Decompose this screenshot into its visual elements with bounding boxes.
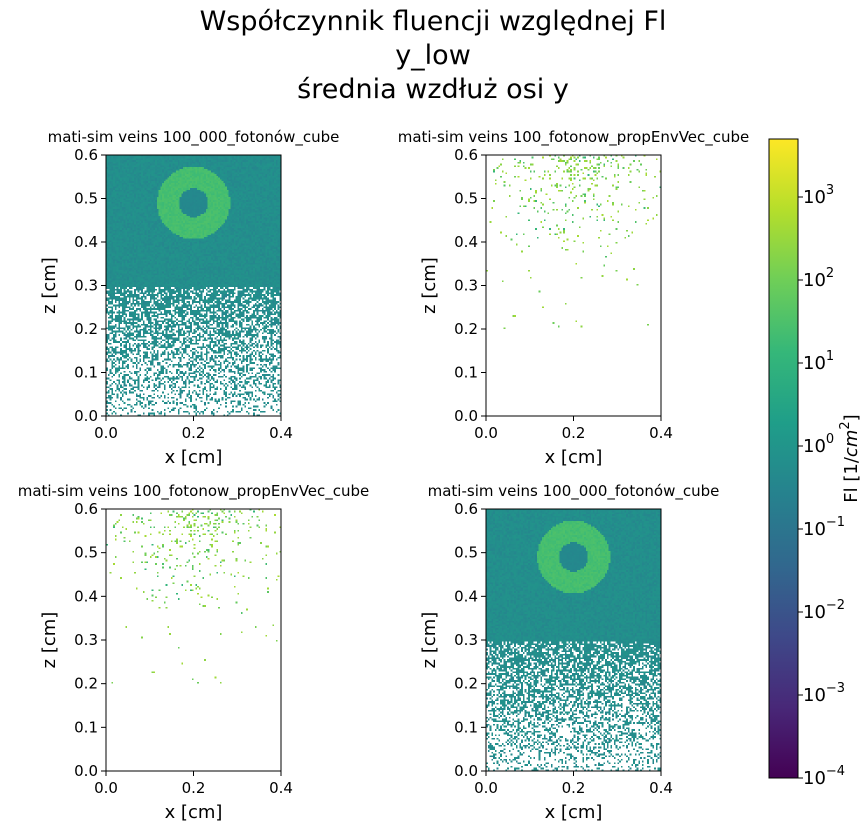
colorbar-label: Fl [1/cm2] [838, 414, 862, 502]
subplot-title: mati-sim veins 100_fotonow_propEnvVec_cu… [18, 482, 370, 501]
y-tick-label: 0.3 [454, 277, 478, 295]
y-tick-label: 0.3 [74, 631, 98, 649]
y-tick-label: 0.4 [74, 233, 98, 251]
colorbar-gradient [768, 138, 799, 779]
x-tick-label: 0.2 [182, 424, 206, 442]
y-tick-label: 0.6 [454, 146, 478, 164]
y-tick-label: 0.5 [74, 544, 98, 562]
y-tick-label: 0.2 [74, 675, 98, 693]
x-tick-label: 0.2 [182, 779, 206, 797]
subplot-title: mati-sim veins 100_000_fotonów_cube [48, 128, 340, 147]
y-tick-label: 0.2 [454, 320, 478, 338]
y-tick-label: 0.3 [74, 277, 98, 295]
x-tick-label: 0.2 [562, 779, 586, 797]
y-axis-label: z [cm] [419, 612, 440, 669]
colorbar: 10−4 10−3 10−2 10−1 100 101 102 103 Fl [1/cm2] [768, 138, 862, 789]
x-axis-label: x [cm] [545, 802, 603, 823]
y-tick-label: 0.0 [74, 407, 98, 425]
y-tick-label: 0.0 [454, 407, 478, 425]
y-tick-label: 0.6 [74, 500, 98, 518]
colorbar-tick-label: 10−1 [803, 515, 845, 540]
y-tick-label: 0.1 [454, 718, 478, 736]
colorbar-tick-label: 103 [803, 183, 834, 208]
x-tick-label: 0.0 [94, 779, 118, 797]
x-axis-label: x [cm] [545, 447, 603, 468]
colorbar-tick-label: 10−3 [803, 681, 845, 706]
y-tick-label: 0.1 [454, 364, 478, 382]
subplot-4: 0.0 0.2 0.4 0.0 0.1 0.2 0.3 0.4 0.5 0.6 x [cm] z [c… [419, 482, 719, 823]
y-tick-label: 0.0 [454, 762, 478, 780]
figure-title-line-2: y_low [395, 40, 471, 71]
y-axis-label: z [cm] [419, 257, 440, 314]
x-axis-label: x [cm] [165, 802, 223, 823]
x-tick-label: 0.4 [269, 779, 293, 797]
y-tick-label: 0.2 [74, 320, 98, 338]
colorbar-tick-label: 10−4 [803, 764, 845, 789]
heatmap-image-4 [486, 509, 661, 771]
y-tick-label: 0.4 [454, 587, 478, 605]
y-tick-label: 0.2 [454, 675, 478, 693]
subplot-2: 0.0 0.2 0.4 0.0 0.1 0.2 0.3 0.4 0.5 0.6 x [cm] z [c… [398, 128, 750, 468]
subplot-title: mati-sim veins 100_fotonow_propEnvVec_cu… [398, 128, 750, 147]
y-tick-label: 0.0 [74, 762, 98, 780]
y-tick-label: 0.3 [454, 631, 478, 649]
y-tick-label: 0.1 [74, 364, 98, 382]
y-tick-label: 0.4 [74, 587, 98, 605]
x-tick-label: 0.0 [474, 424, 498, 442]
subplot-title: mati-sim veins 100_000_fotonów_cube [428, 482, 720, 501]
x-tick-label: 0.4 [649, 779, 673, 797]
figure-title-line-1: Współczynnik fluencji względnej Fl [199, 6, 667, 37]
subplot-3: 0.0 0.2 0.4 0.0 0.1 0.2 0.3 0.4 0.5 0.6 x [cm] z [c… [18, 482, 370, 823]
y-tick-label: 0.5 [74, 190, 98, 208]
subplot-1: 0.0 0.2 0.4 0.0 0.1 0.2 0.3 0.4 0.5 0.6 x [cm] z [c… [39, 128, 339, 468]
x-tick-label: 0.4 [269, 424, 293, 442]
y-tick-label: 0.5 [454, 190, 478, 208]
figure-title-line-3: średnia wzdłuż osi y [297, 74, 569, 105]
x-tick-label: 0.4 [649, 424, 673, 442]
y-axis-label: z [cm] [39, 257, 60, 314]
x-axis-label: x [cm] [165, 447, 223, 468]
heatmap-image-3 [106, 509, 281, 771]
heatmap-image-2 [486, 155, 661, 416]
colorbar-tick-label: 102 [803, 266, 834, 291]
y-tick-label: 0.4 [454, 233, 478, 251]
y-tick-label: 0.6 [74, 146, 98, 164]
colorbar-tick-label: 101 [803, 349, 834, 374]
y-axis-label: z [cm] [39, 612, 60, 669]
x-tick-label: 0.0 [94, 424, 118, 442]
colorbar-tick-label: 100 [803, 432, 834, 457]
y-tick-label: 0.6 [454, 500, 478, 518]
x-tick-label: 0.2 [562, 424, 586, 442]
colorbar-tick-label: 10−2 [803, 598, 845, 623]
y-tick-label: 0.1 [74, 718, 98, 736]
heatmap-image-1 [106, 155, 281, 416]
y-tick-label: 0.5 [454, 544, 478, 562]
x-tick-label: 0.0 [474, 779, 498, 797]
